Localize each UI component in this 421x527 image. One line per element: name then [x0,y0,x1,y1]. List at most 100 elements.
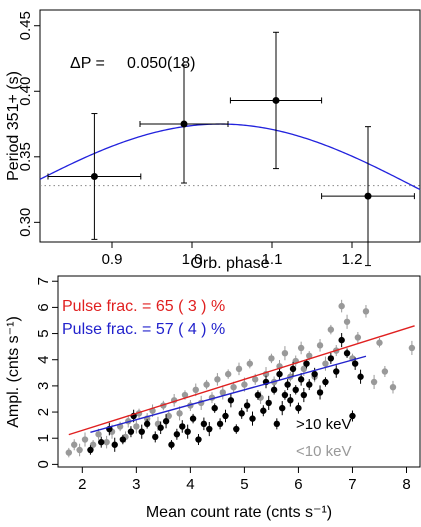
blue-fit-line [90,355,367,433]
x-tick-label: 1.1 [262,251,283,268]
high-energy-point [195,436,202,443]
high-energy-point-group [281,390,289,400]
low-energy-point [327,326,335,333]
high-energy-point-group [292,385,299,395]
low-energy-point-group [268,353,275,364]
high-energy-point [168,441,175,448]
low-energy-point [306,352,313,360]
top-x-ticks: 0.9 1.0 1.1 1.2 [102,242,362,268]
bottom-plot-frame [57,275,421,468]
y-tick-label: 0.30 [17,208,34,237]
top-plot-content [39,31,421,267]
y-tick-label: 6 [35,303,52,311]
high-energy-point-group [343,348,351,358]
low-energy-point [362,308,370,315]
high-energy-point-group [227,393,235,408]
low-energy-point [343,318,351,325]
x-tick-label: 4 [186,476,194,493]
high-energy-point-group [206,421,213,437]
high-energy-point [273,420,281,428]
low-energy-point [214,376,221,383]
high-energy-point-group [349,410,356,422]
low-energy-point [322,360,329,367]
high-energy-point-group [279,401,286,416]
low-energy-point [381,368,389,375]
high-energy-point-group [243,399,251,412]
low-energy-point-group [224,369,232,379]
low-energy-point-group [246,358,254,369]
high-energy-point [300,391,308,399]
high-energy-point-group [119,434,127,445]
high-energy-point-group [265,395,272,410]
low-energy-point [203,381,210,388]
low-energy-point-group [316,339,324,352]
high-energy-point-group [276,367,283,381]
period-point-group [47,113,142,240]
top-plot-frame [39,9,421,243]
low-energy-point [192,386,199,394]
high-energy-point-group [233,424,240,434]
high-energy-point [265,399,272,407]
low-energy-point-group [81,432,89,447]
high-energy-point [189,415,197,422]
y-tick-label: 0.45 [17,11,34,40]
bottom-y-axis-label: Ampl. (cnts s⁻¹) [5,316,22,428]
high-energy-point [327,355,335,362]
high-energy-point-group [98,436,105,448]
low-energy-point-group [214,373,221,386]
high-energy-point-group [297,373,305,386]
high-energy-point-group [284,379,291,391]
bottom-plot-content [65,299,416,458]
high-energy-point-group [168,440,175,450]
low-energy-point-group [176,406,183,421]
high-energy-point [351,360,359,367]
low-energy-point-group [219,385,226,400]
high-energy-point-group [195,434,202,446]
low-energy-point [71,441,78,448]
bottom-x-ticks: 2 3 4 5 6 7 8 [78,467,411,493]
high-energy-point [200,420,208,428]
x-tick-label: 0.9 [102,251,123,268]
high-energy-point [287,397,294,404]
red-fit-line [68,325,415,436]
high-energy-point [138,428,145,435]
high-energy-point-group [87,445,94,455]
high-energy-point-group [184,424,191,439]
high-energy-point [292,386,299,394]
high-energy-point [260,407,267,414]
low-energy-point-group [65,447,73,458]
pulse-frac-blue-label: Pulse frac. = 57 ( 4 ) % [62,321,225,338]
low-energy-point-group [230,381,237,393]
x-tick-label: 3 [132,476,140,493]
low-energy-point [316,342,324,349]
high-energy-point [162,418,170,425]
y-tick-label: 4 [35,356,52,364]
low-energy-point [252,376,259,383]
low-energy-point-group [370,374,378,390]
high-energy-point [306,381,313,388]
high-energy-point [179,423,186,430]
high-energy-point-group [333,365,340,378]
high-energy-point-group [249,411,256,426]
top-y-axis-label: Period 351+ (s) [5,71,22,181]
low-energy-point [370,378,378,386]
high-energy-point-group [138,424,145,439]
low-energy-point [338,302,345,310]
y-tick-label: 3 [35,382,52,390]
delta-p-label: ΔP = [70,55,105,72]
high-energy-point-group [273,418,281,430]
high-energy-point [206,425,213,433]
x-tick-label: 8 [402,476,410,493]
high-energy-point-group [216,418,224,430]
high-energy-point [322,378,329,386]
high-energy-point [143,420,151,428]
high-energy-point-group [322,377,329,387]
low-energy-point-group [71,439,78,451]
high-energy-point-group [200,417,208,431]
low-energy-point-group [76,443,83,457]
low-energy-point [165,412,172,420]
low-energy-point [76,446,83,454]
high-energy-point-group [306,379,313,391]
high-energy-point [173,431,181,438]
low-energy-point-group [343,314,351,329]
